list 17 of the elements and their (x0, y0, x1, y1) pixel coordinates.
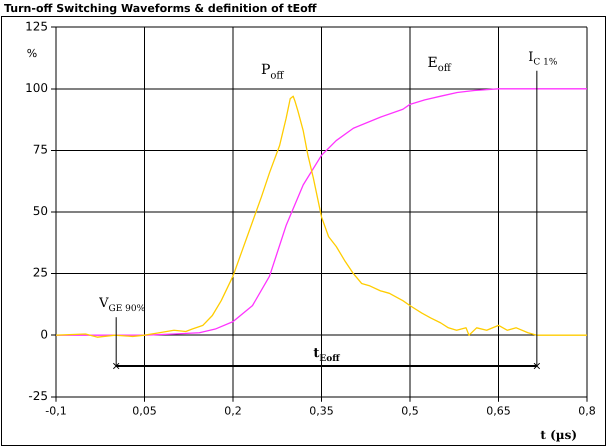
x-axis-title: t (µs) (540, 428, 578, 442)
x-tick-label: 0,2 (224, 404, 242, 418)
x-tick-label: 0,8 (578, 404, 596, 418)
y-tick-label: 75 (32, 142, 48, 157)
y-tick-label: -25 (28, 388, 48, 403)
y-axis-title: % (26, 47, 38, 60)
y-tick-label: 25 (32, 266, 48, 280)
x-tick-label: 0,65 (486, 404, 511, 418)
y-tick-label: 100 (25, 80, 48, 95)
y-tick-label: 125 (25, 19, 48, 34)
y-tick-label: 50 (32, 204, 48, 218)
x-tick-label: 0,5 (401, 404, 419, 418)
x-tick-label: 0,05 (132, 404, 157, 418)
x-tick-label: -0,1 (45, 404, 67, 418)
y-tick-label: 0 (40, 327, 48, 342)
x-tick-label: 0,35 (309, 404, 334, 418)
chart-title: Turn-off Switching Waveforms & definition of tEoff (4, 2, 317, 15)
